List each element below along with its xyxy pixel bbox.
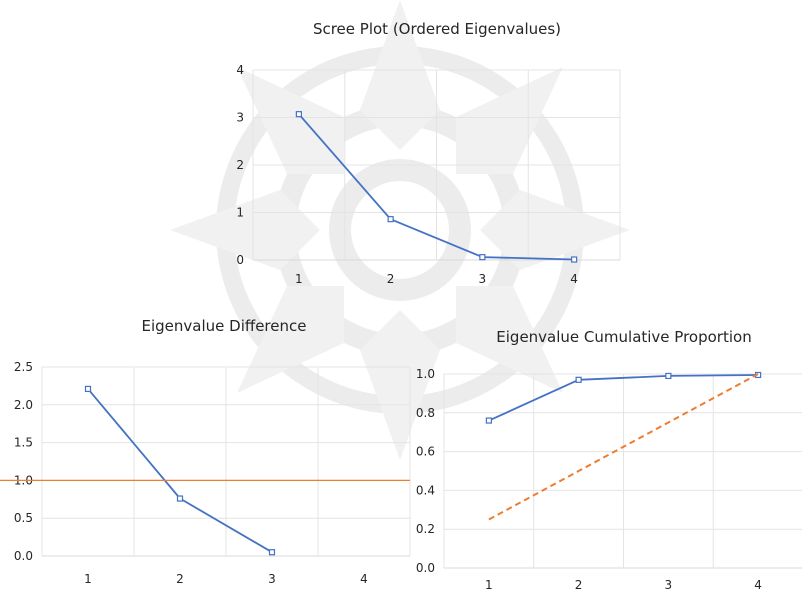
y-tick-label: 0.2: [416, 522, 435, 536]
x-tick-label: 3: [268, 572, 276, 586]
x-tick-label: 2: [575, 578, 583, 589]
x-tick-label: 2: [387, 272, 395, 286]
data-point-marker: [387, 216, 394, 223]
data-point-marker: [575, 376, 582, 383]
chart-title: Eigenvalue Cumulative Proportion: [496, 328, 751, 346]
y-tick-label: 4: [236, 63, 244, 77]
data-point-marker: [479, 254, 486, 261]
x-tick-label: 1: [485, 578, 493, 589]
y-tick-label: 0.0: [416, 561, 435, 575]
series-line: [488, 374, 759, 422]
x-tick-label: 4: [754, 578, 762, 589]
chart-title: Scree Plot (Ordered Eigenvalues): [313, 20, 561, 38]
x-tick-label: 2: [176, 572, 184, 586]
x-tick-label: 4: [570, 272, 578, 286]
y-tick-label: 0.8: [416, 406, 435, 420]
y-tick-label: 1: [236, 206, 244, 220]
x-tick-label: 3: [665, 578, 673, 589]
data-point-marker: [176, 495, 184, 502]
y-tick-label: 0: [236, 253, 244, 267]
y-tick-label: 0.6: [416, 445, 435, 459]
chart-title: Eigenvalue Difference: [142, 317, 307, 335]
x-tick-label: 1: [84, 572, 92, 586]
y-tick-label: 0.0: [14, 549, 33, 563]
y-tick-label: 2.5: [14, 360, 33, 374]
y-tick-label: 1.0: [416, 367, 435, 381]
x-tick-label: 3: [479, 272, 487, 286]
data-point-marker: [84, 385, 92, 393]
data-point-marker: [665, 372, 672, 380]
y-tick-label: 2: [236, 158, 244, 172]
y-tick-label: 2.0: [14, 398, 33, 412]
x-tick-label: 4: [360, 572, 368, 586]
dashed-series-line: [488, 373, 759, 521]
y-tick-label: 0.5: [14, 511, 33, 525]
y-tick-label: 3: [236, 111, 244, 125]
data-point-marker: [268, 549, 276, 556]
data-point-marker: [571, 256, 578, 263]
data-point-marker: [295, 111, 302, 118]
data-point-marker: [485, 417, 492, 424]
y-tick-label: 1.5: [14, 436, 33, 450]
series-line: [298, 113, 575, 261]
x-tick-label: 1: [295, 272, 303, 286]
y-tick-label: 0.4: [416, 483, 435, 497]
